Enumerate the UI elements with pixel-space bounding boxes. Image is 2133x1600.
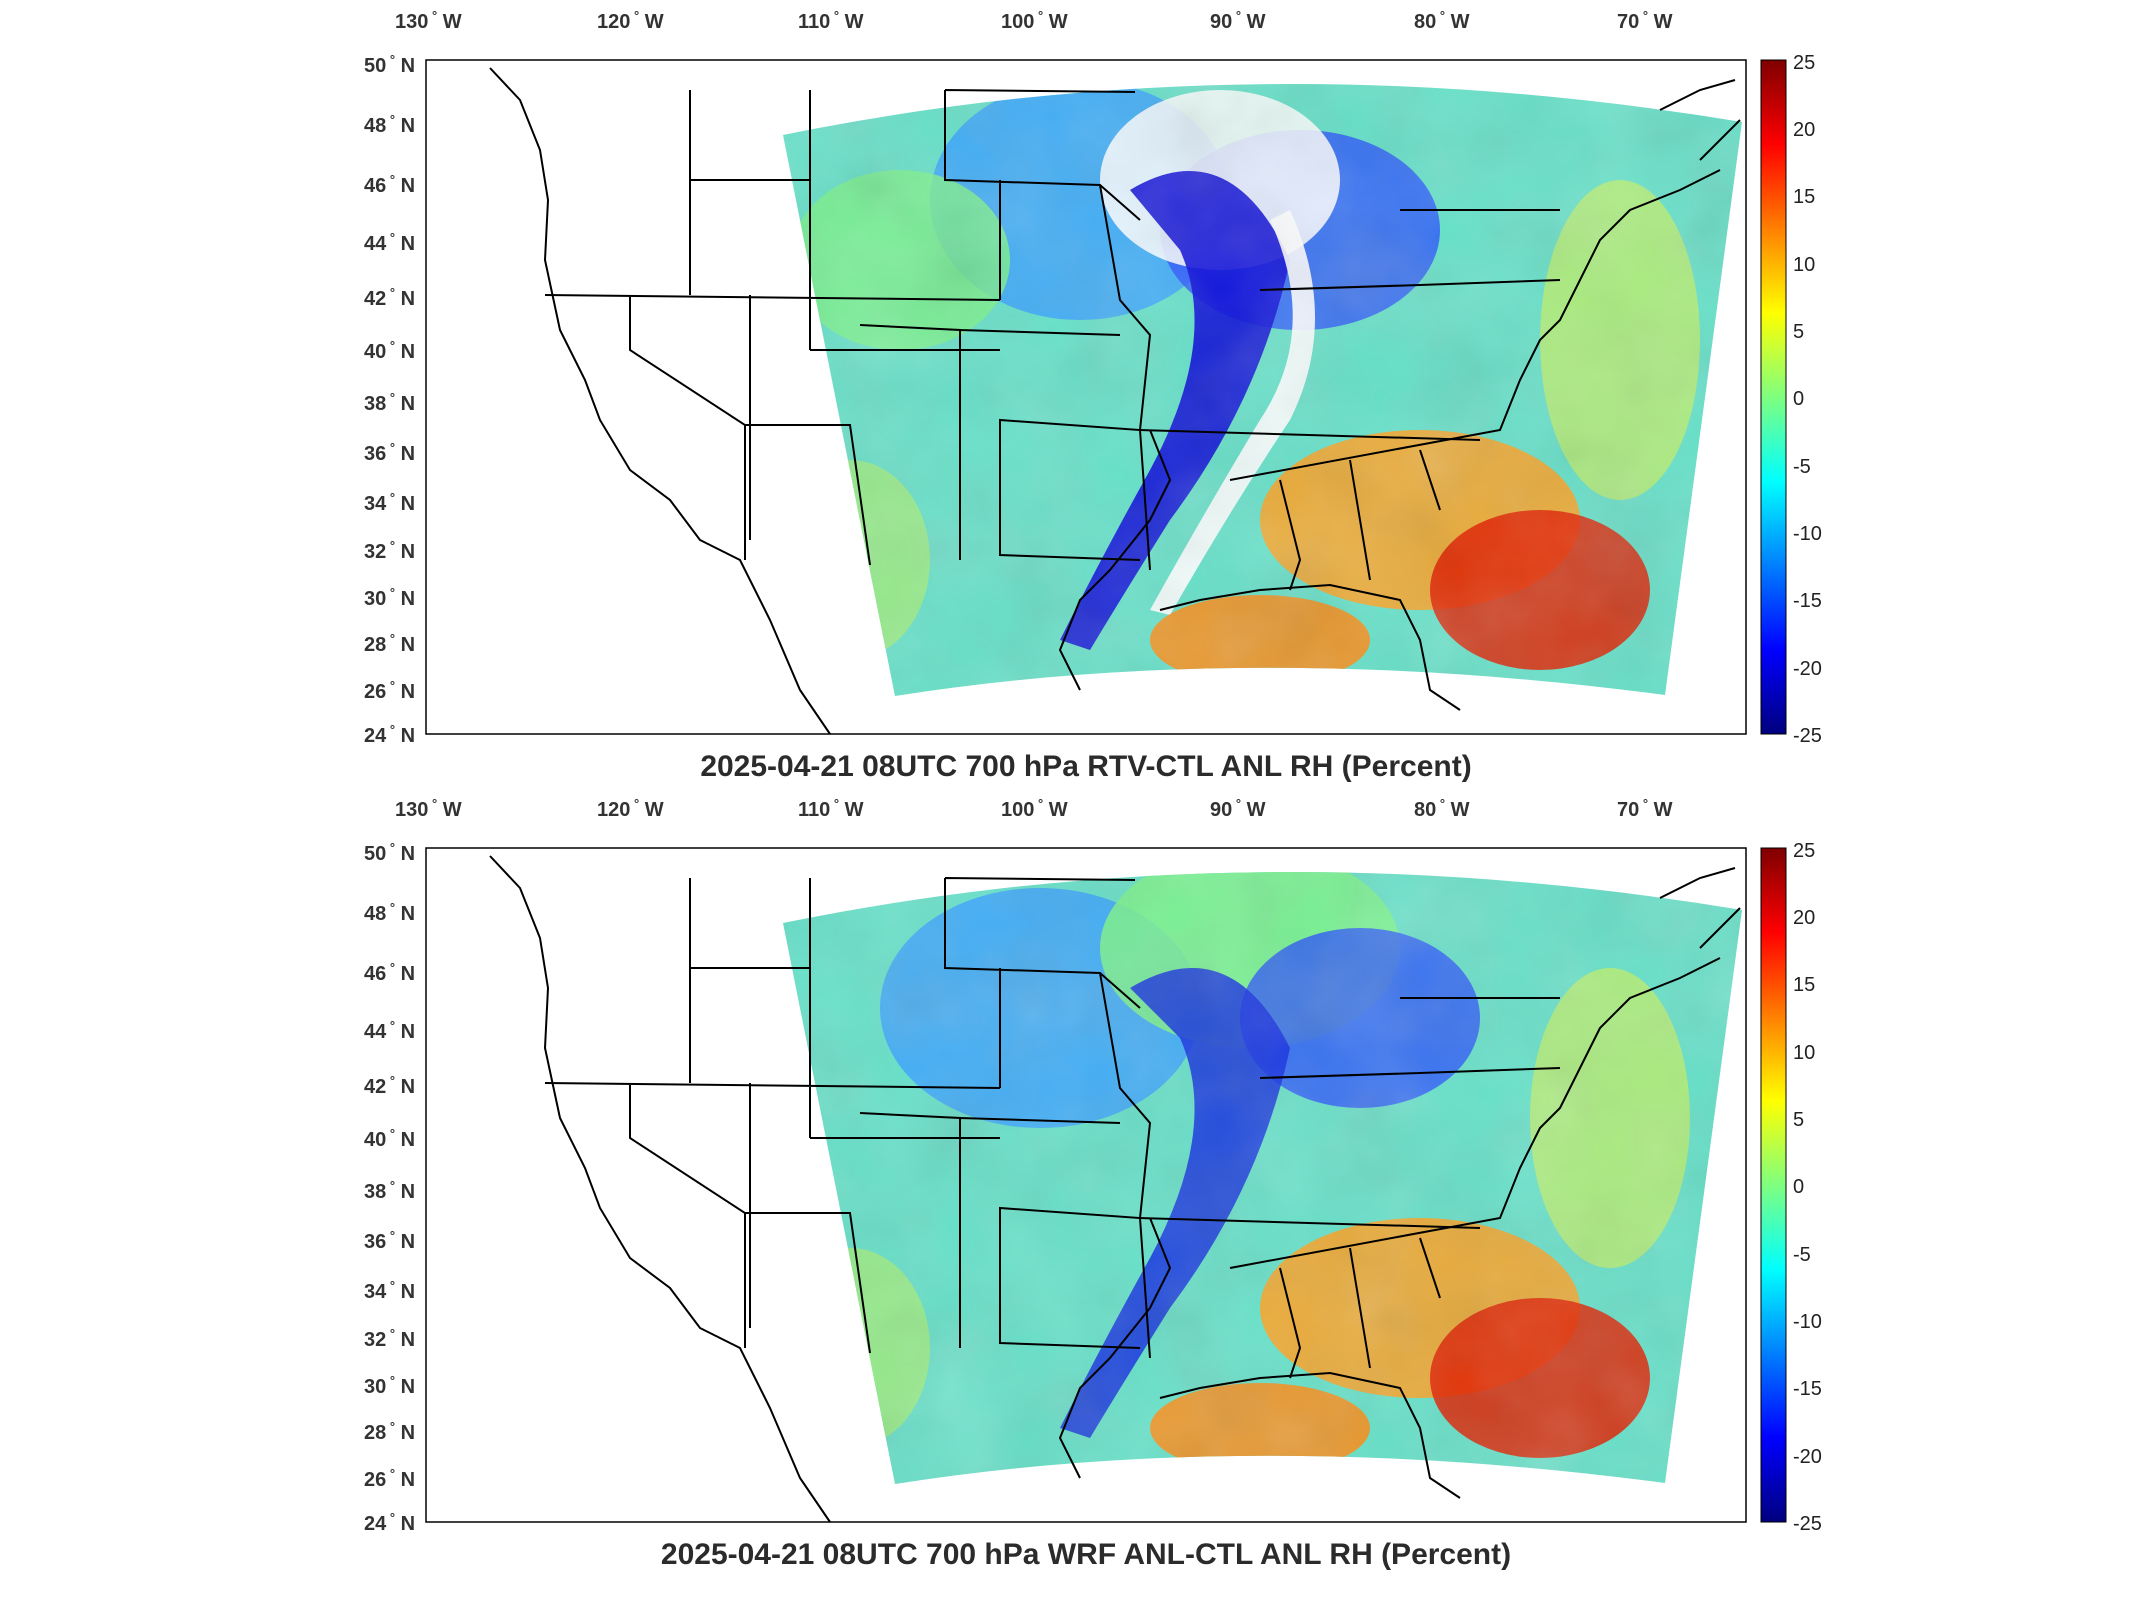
colorbar-gradient [1760, 847, 1787, 1523]
panel-title: 2025-04-21 08UTC 700 hPa WRF ANL-CTL ANL… [661, 1538, 1511, 1571]
rh-difference-field [783, 84, 1742, 697]
lat-tick-label: 44 ° N [364, 230, 415, 255]
colorbar-gradient [1760, 59, 1787, 735]
lon-tick-label: 100 ° W [1001, 796, 1068, 821]
lat-tick-label: 44 ° N [364, 1018, 415, 1043]
colorbar-tick-label: 20 [1793, 119, 1815, 141]
colorbar-tick-label: -20 [1793, 658, 1822, 680]
lat-tick-label: 28 ° N [364, 631, 415, 656]
latitude-axis: 50 ° N 48 ° N 46 ° N 44 ° N 42 ° N 40 ° … [364, 52, 415, 747]
map-figure: 130 ° W 120 ° W 110 ° W 100 ° W 90 ° W 8… [364, 796, 1822, 1571]
lon-tick-label: 70 ° W [1617, 796, 1673, 821]
colorbar-tick-label: 5 [1793, 1109, 1804, 1131]
colorbar-tick-label: 25 [1793, 840, 1815, 862]
lat-tick-label: 28 ° N [364, 1419, 415, 1444]
lat-tick-label: 34 ° N [364, 490, 415, 515]
lat-tick-label: 46 ° N [364, 172, 415, 197]
coastlines-borders [489, 855, 1741, 1523]
colorbar-tick-label: -15 [1793, 1378, 1822, 1400]
latitude-axis: 50 ° N 48 ° N 46 ° N 44 ° N 42 ° N 40 ° … [364, 840, 415, 1535]
lat-tick-label: 50 ° N [364, 840, 415, 865]
lat-tick-label: 24 ° N [364, 722, 415, 747]
map-figure: 130 ° W 120 ° W 110 ° W 100 ° W 90 ° W 8… [364, 8, 1822, 783]
colorbar-tick-label: 0 [1793, 1176, 1804, 1198]
colorbar-tick-label: -20 [1793, 1446, 1822, 1468]
lat-tick-label: 36 ° N [364, 440, 415, 465]
map-panel-wrf-ctl: 130 ° W 120 ° W 110 ° W 100 ° W 90 ° W 8… [0, 788, 2133, 1578]
lat-tick-label: 38 ° N [364, 1178, 415, 1203]
lon-tick-label: 80 ° W [1414, 8, 1470, 33]
colorbar-tick-label: 10 [1793, 254, 1815, 276]
colorbar-tick-label: 20 [1793, 907, 1815, 929]
coastlines-borders [489, 67, 1741, 735]
lat-tick-label: 26 ° N [364, 1466, 415, 1491]
lat-tick-label: 34 ° N [364, 1278, 415, 1303]
rh-difference-field [783, 872, 1742, 1485]
lon-tick-label: 120 ° W [597, 8, 664, 33]
lon-tick-label: 80 ° W [1414, 796, 1470, 821]
colorbar-tick-label: 25 [1793, 52, 1815, 74]
colorbar-tick-label: 0 [1793, 388, 1804, 410]
lat-tick-label: 50 ° N [364, 52, 415, 77]
colorbar-tick-label: 5 [1793, 321, 1804, 343]
colorbar-tick-label: -10 [1793, 1311, 1822, 1333]
lon-tick-label: 110 ° W [798, 8, 864, 33]
panel-title: 2025-04-21 08UTC 700 hPa RTV-CTL ANL RH … [700, 750, 1471, 783]
lon-tick-label: 90 ° W [1210, 796, 1266, 821]
lon-tick-label: 130 ° W [395, 796, 462, 821]
lat-tick-label: 42 ° N [364, 1073, 415, 1098]
colorbar: 25 20 15 10 5 0 -5 -10 -15 -20 -25 [1760, 840, 1822, 1535]
lon-tick-label: 130 ° W [395, 8, 462, 33]
lat-tick-label: 38 ° N [364, 390, 415, 415]
lon-tick-label: 110 ° W [798, 796, 864, 821]
lat-tick-label: 46 ° N [364, 960, 415, 985]
lat-tick-label: 32 ° N [364, 538, 415, 563]
longitude-axis: 130 ° W 120 ° W 110 ° W 100 ° W 90 ° W 8… [395, 796, 1673, 821]
colorbar-tick-label: 15 [1793, 186, 1815, 208]
lon-tick-label: 120 ° W [597, 796, 664, 821]
lat-tick-label: 26 ° N [364, 678, 415, 703]
colorbar-tick-label: -25 [1793, 1513, 1822, 1535]
lat-tick-label: 42 ° N [364, 285, 415, 310]
longitude-axis: 130 ° W 120 ° W 110 ° W 100 ° W 90 ° W 8… [395, 8, 1673, 33]
lat-tick-label: 30 ° N [364, 1373, 415, 1398]
lon-tick-label: 70 ° W [1617, 8, 1673, 33]
map-panel-rtv-ctl: 130 ° W 120 ° W 110 ° W 100 ° W 90 ° W 8… [0, 0, 2133, 790]
lon-tick-label: 100 ° W [1001, 8, 1068, 33]
lat-tick-label: 30 ° N [364, 585, 415, 610]
lon-tick-label: 90 ° W [1210, 8, 1266, 33]
lat-tick-label: 36 ° N [364, 1228, 415, 1253]
lat-tick-label: 24 ° N [364, 1510, 415, 1535]
lat-tick-label: 48 ° N [364, 900, 415, 925]
lat-tick-label: 32 ° N [364, 1326, 415, 1351]
colorbar-tick-label: -5 [1793, 1244, 1811, 1266]
colorbar-tick-label: 15 [1793, 974, 1815, 996]
colorbar-tick-label: -10 [1793, 523, 1822, 545]
lat-tick-label: 40 ° N [364, 338, 415, 363]
colorbar-tick-label: -25 [1793, 725, 1822, 747]
lat-tick-label: 48 ° N [364, 112, 415, 137]
colorbar: 25 20 15 10 5 0 -5 -10 -15 -20 -25 [1760, 52, 1822, 747]
colorbar-tick-label: 10 [1793, 1042, 1815, 1064]
lat-tick-label: 40 ° N [364, 1126, 415, 1151]
colorbar-tick-label: -15 [1793, 590, 1822, 612]
colorbar-tick-label: -5 [1793, 456, 1811, 478]
